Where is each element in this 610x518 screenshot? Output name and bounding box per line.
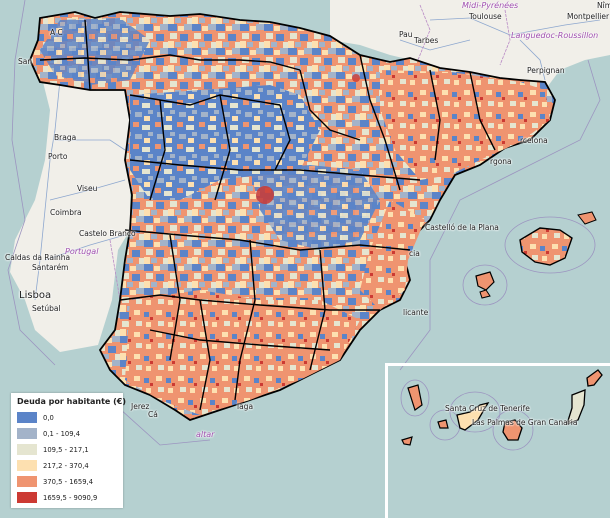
- menorca[interactable]: [577, 211, 597, 225]
- legend-item: 0,0: [17, 411, 54, 424]
- legend: Deuda por habitante (€) 0,0 0,1 - 109,4 …: [11, 393, 127, 508]
- label-alicante: licante: [403, 308, 429, 317]
- madrid-cluster: [256, 186, 274, 204]
- roads: [34, 17, 601, 301]
- ibiza[interactable]: [475, 271, 495, 291]
- region-aragon-catalonia[interactable]: [380, 70, 550, 180]
- lanzarote: [586, 369, 603, 387]
- canary-islands[interactable]: [400, 369, 603, 451]
- legend-item: 1659,5 - 9090,9: [17, 491, 97, 504]
- legend-item: 217,2 - 370,4: [17, 459, 89, 472]
- label-toulouse: Toulouse: [469, 12, 502, 21]
- label-nimes: Nîm: [597, 1, 610, 10]
- label-midi-pyrenees: Midi-Pyrénées: [462, 1, 519, 10]
- label-gibraltar: altar: [196, 430, 215, 439]
- region-galicia[interactable]: [40, 18, 150, 85]
- legend-label: 370,5 - 1659,4: [43, 477, 94, 486]
- mallorca[interactable]: [519, 227, 573, 266]
- label-tarbes: Tarbes: [414, 36, 439, 45]
- label-barcelona: rcelona: [520, 136, 548, 145]
- label-porto: Porto: [48, 152, 68, 161]
- province-boundaries: [39, 19, 496, 411]
- legend-item: 109,5 - 217,1: [17, 443, 89, 456]
- legend-label: 109,5 - 217,1: [43, 445, 89, 454]
- legend-swatch: [17, 412, 37, 423]
- label-pau: Pau: [399, 30, 413, 39]
- el-hierro: [401, 436, 413, 446]
- label-tarragona: rgona: [490, 157, 512, 166]
- label-portugal: Portugal: [65, 247, 99, 256]
- gran-canaria: [502, 419, 523, 441]
- label-santarem: Santarém: [32, 263, 69, 272]
- coast-buffer: [7, 0, 601, 446]
- region-borders: [109, 4, 511, 301]
- label-braga: Braga: [54, 133, 77, 142]
- label-viseu: Viseu: [77, 184, 98, 193]
- legend-swatch: [17, 476, 37, 487]
- fuerteventura: [565, 389, 586, 426]
- label-santa-cruz-tenerife: Santa Cruz de Tenerife: [445, 404, 530, 413]
- red-cluster: [352, 74, 360, 82]
- legend-item: 0,1 - 109,4: [17, 427, 80, 440]
- legend-label: 0,1 - 109,4: [43, 429, 81, 438]
- label-caldas-da-rainha: Caldas da Rainha: [5, 253, 71, 262]
- label-languedoc-roussillon: Languedoc-Roussillon: [511, 31, 599, 40]
- label-jerez: Jerez: [131, 402, 150, 411]
- label-a-coruna: A C: [50, 28, 63, 37]
- legend-swatch: [17, 428, 37, 439]
- canary-inset-frame: [385, 363, 610, 518]
- legend-title: Deuda por habitante (€): [17, 397, 127, 406]
- legend-swatch: [17, 492, 37, 503]
- formentera[interactable]: [479, 289, 491, 299]
- legend-label: 217,2 - 370,4: [43, 461, 89, 470]
- label-santiago: San: [18, 57, 33, 66]
- legend-swatch: [17, 444, 37, 455]
- france-land: [330, 0, 610, 90]
- label-las-palmas: Las Palmas de Gran Canaria: [472, 418, 578, 427]
- portugal-land: [10, 60, 130, 352]
- label-montpellier: Montpellier: [567, 12, 610, 21]
- label-coimbra: Coimbra: [50, 208, 82, 217]
- label-valencia: cia: [409, 249, 420, 258]
- legend-label: 1659,5 - 9090,9: [43, 493, 98, 502]
- label-setubal: Setúbal: [32, 304, 61, 313]
- label-perpignan: Perpignan: [527, 66, 565, 75]
- legend-swatch: [17, 460, 37, 471]
- label-castelo-branco: Castelo Branco: [79, 229, 136, 238]
- label-castello: Castelló de la Plana: [425, 223, 499, 232]
- legend-label: 0,0: [43, 413, 54, 422]
- label-cadiz: Cá: [148, 410, 158, 419]
- la-palma: [407, 384, 423, 411]
- region-valencia[interactable]: [360, 200, 425, 310]
- legend-item: 370,5 - 1659,4: [17, 475, 93, 488]
- label-lisboa: Lisboa: [19, 290, 52, 301]
- tenerife: [456, 401, 490, 431]
- region-castilla-la-mancha-north[interactable]: [250, 165, 380, 250]
- la-gomera: [437, 419, 449, 429]
- label-malaga: laga: [237, 402, 254, 411]
